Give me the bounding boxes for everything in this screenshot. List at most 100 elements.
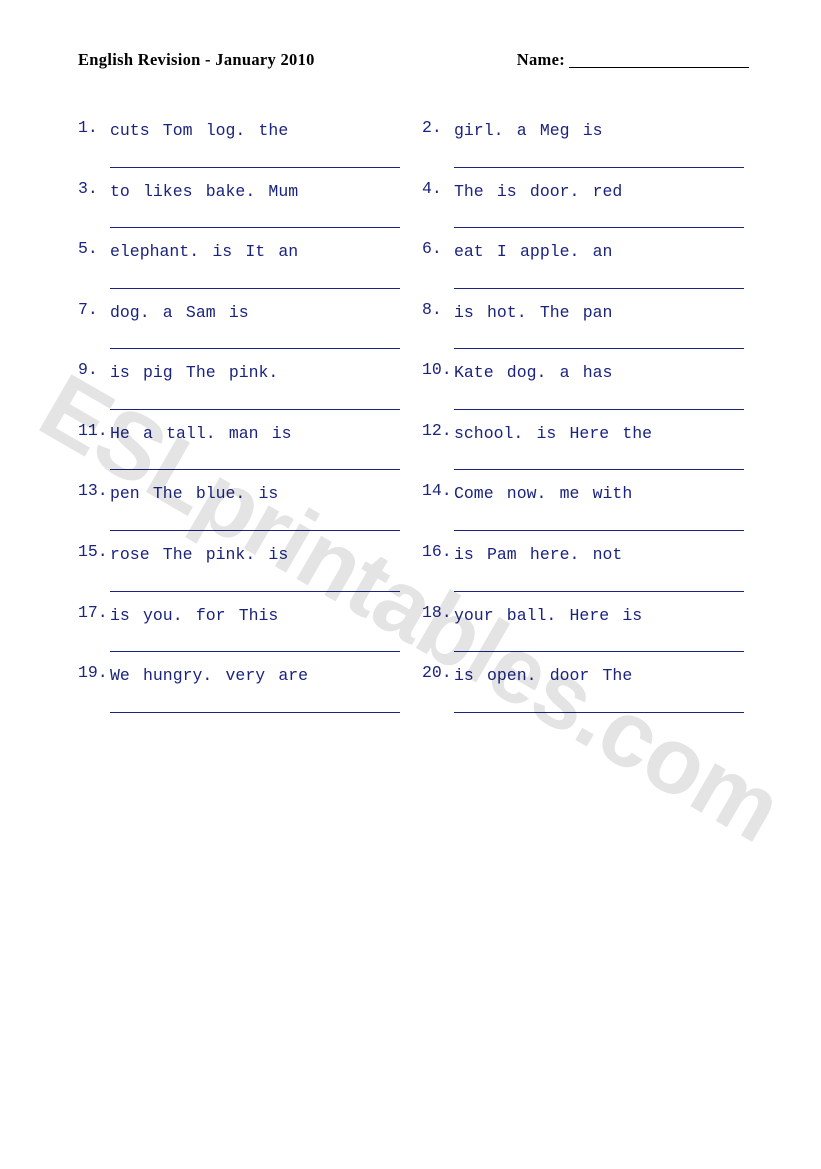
question-content: Come now. me with bbox=[454, 481, 744, 531]
scrambled-words: pen The blue. is bbox=[110, 481, 400, 507]
scrambled-words: is you. for This bbox=[110, 603, 400, 629]
worksheet-page: English Revision - January 2010 Name: 1.… bbox=[0, 0, 821, 1169]
scrambled-words: your ball. Here is bbox=[454, 603, 744, 629]
question-content: We hungry. very are bbox=[110, 663, 400, 713]
question-number: 6. bbox=[422, 239, 454, 289]
answer-blank-line[interactable] bbox=[454, 509, 744, 531]
question-number: 14. bbox=[422, 481, 454, 531]
question-content: girl. a Meg is bbox=[454, 118, 744, 168]
question-content: pen The blue. is bbox=[110, 481, 400, 531]
answer-blank-line[interactable] bbox=[110, 146, 400, 168]
worksheet-title: English Revision - January 2010 bbox=[78, 50, 315, 70]
scrambled-words: cuts Tom log. the bbox=[110, 118, 400, 144]
question-content: is open. door The bbox=[454, 663, 744, 713]
question-number: 17. bbox=[78, 603, 110, 653]
question-item: 18.your ball. Here is bbox=[422, 603, 744, 653]
scrambled-words: is hot. The pan bbox=[454, 300, 744, 326]
answer-blank-line[interactable] bbox=[454, 146, 744, 168]
name-label: Name: bbox=[517, 50, 565, 70]
question-content: is Pam here. not bbox=[454, 542, 744, 592]
answer-blank-line[interactable] bbox=[110, 388, 400, 410]
answer-blank-line[interactable] bbox=[110, 267, 400, 289]
question-number: 16. bbox=[422, 542, 454, 592]
question-item: 12.school. is Here the bbox=[422, 421, 744, 471]
question-item: 9.is pig The pink. bbox=[78, 360, 400, 410]
answer-blank-line[interactable] bbox=[454, 327, 744, 349]
question-item: 17.is you. for This bbox=[78, 603, 400, 653]
question-number: 8. bbox=[422, 300, 454, 350]
scrambled-words: Kate dog. a has bbox=[454, 360, 744, 386]
answer-blank-line[interactable] bbox=[110, 206, 400, 228]
scrambled-words: is open. door The bbox=[454, 663, 744, 689]
question-content: is you. for This bbox=[110, 603, 400, 653]
answer-blank-line[interactable] bbox=[110, 509, 400, 531]
scrambled-words: girl. a Meg is bbox=[454, 118, 744, 144]
answer-blank-line[interactable] bbox=[110, 570, 400, 592]
scrambled-words: elephant. is It an bbox=[110, 239, 400, 265]
question-item: 20.is open. door The bbox=[422, 663, 744, 713]
answer-blank-line[interactable] bbox=[110, 327, 400, 349]
answer-blank-line[interactable] bbox=[454, 388, 744, 410]
question-item: 7.dog. a Sam is bbox=[78, 300, 400, 350]
scrambled-words: He a tall. man is bbox=[110, 421, 400, 447]
question-content: He a tall. man is bbox=[110, 421, 400, 471]
question-content: to likes bake. Mum bbox=[110, 179, 400, 229]
question-item: 6.eat I apple. an bbox=[422, 239, 744, 289]
question-number: 10. bbox=[422, 360, 454, 410]
question-content: rose The pink. is bbox=[110, 542, 400, 592]
question-item: 8.is hot. The pan bbox=[422, 300, 744, 350]
name-field-wrap: Name: bbox=[517, 50, 749, 70]
question-content: is pig The pink. bbox=[110, 360, 400, 410]
answer-blank-line[interactable] bbox=[454, 691, 744, 713]
scrambled-words: to likes bake. Mum bbox=[110, 179, 400, 205]
question-content: dog. a Sam is bbox=[110, 300, 400, 350]
question-item: 13.pen The blue. is bbox=[78, 481, 400, 531]
question-item: 10.Kate dog. a has bbox=[422, 360, 744, 410]
question-number: 5. bbox=[78, 239, 110, 289]
question-content: cuts Tom log. the bbox=[110, 118, 400, 168]
header: English Revision - January 2010 Name: bbox=[78, 50, 749, 70]
answer-blank-line[interactable] bbox=[110, 630, 400, 652]
question-number: 13. bbox=[78, 481, 110, 531]
question-number: 7. bbox=[78, 300, 110, 350]
question-number: 3. bbox=[78, 179, 110, 229]
question-item: 16.is Pam here. not bbox=[422, 542, 744, 592]
question-content: The is door. red bbox=[454, 179, 744, 229]
question-number: 4. bbox=[422, 179, 454, 229]
answer-blank-line[interactable] bbox=[454, 448, 744, 470]
question-number: 19. bbox=[78, 663, 110, 713]
answer-blank-line[interactable] bbox=[454, 570, 744, 592]
question-content: school. is Here the bbox=[454, 421, 744, 471]
answer-blank-line[interactable] bbox=[454, 206, 744, 228]
question-item: 19.We hungry. very are bbox=[78, 663, 400, 713]
question-content: is hot. The pan bbox=[454, 300, 744, 350]
question-number: 12. bbox=[422, 421, 454, 471]
question-item: 5.elephant. is It an bbox=[78, 239, 400, 289]
scrambled-words: We hungry. very are bbox=[110, 663, 400, 689]
question-item: 3.to likes bake. Mum bbox=[78, 179, 400, 229]
question-item: 14.Come now. me with bbox=[422, 481, 744, 531]
answer-blank-line[interactable] bbox=[110, 691, 400, 713]
question-item: 1.cuts Tom log. the bbox=[78, 118, 400, 168]
scrambled-words: school. is Here the bbox=[454, 421, 744, 447]
question-item: 11.He a tall. man is bbox=[78, 421, 400, 471]
scrambled-words: The is door. red bbox=[454, 179, 744, 205]
scrambled-words: rose The pink. is bbox=[110, 542, 400, 568]
scrambled-words: is Pam here. not bbox=[454, 542, 744, 568]
question-item: 2.girl. a Meg is bbox=[422, 118, 744, 168]
question-number: 1. bbox=[78, 118, 110, 168]
question-number: 2. bbox=[422, 118, 454, 168]
answer-blank-line[interactable] bbox=[454, 630, 744, 652]
question-number: 20. bbox=[422, 663, 454, 713]
scrambled-words: dog. a Sam is bbox=[110, 300, 400, 326]
question-content: elephant. is It an bbox=[110, 239, 400, 289]
answer-blank-line[interactable] bbox=[110, 448, 400, 470]
answer-blank-line[interactable] bbox=[454, 267, 744, 289]
scrambled-words: is pig The pink. bbox=[110, 360, 400, 386]
question-number: 15. bbox=[78, 542, 110, 592]
scrambled-words: Come now. me with bbox=[454, 481, 744, 507]
question-content: eat I apple. an bbox=[454, 239, 744, 289]
question-content: your ball. Here is bbox=[454, 603, 744, 653]
question-number: 11. bbox=[78, 421, 110, 471]
name-blank-line[interactable] bbox=[569, 67, 749, 68]
